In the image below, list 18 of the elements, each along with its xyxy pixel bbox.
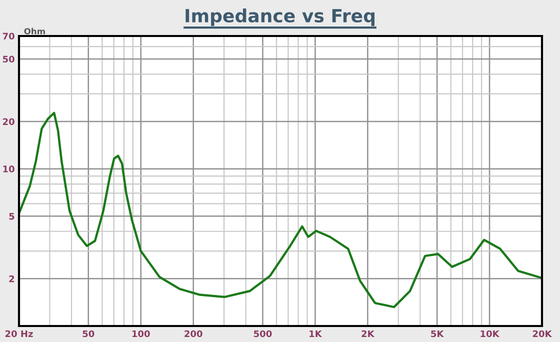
x-tick-label: 50: [82, 330, 94, 338]
y-axis-title: Ohm: [24, 28, 45, 34]
x-tick-label: 2K: [362, 330, 375, 338]
chart-title: Impedance vs Freq: [186, 8, 374, 26]
x-tick-label: 1K: [310, 330, 322, 338]
y-tick-label: 50: [2, 56, 14, 63]
y-tick-label: 70: [2, 32, 14, 40]
x-tick-label: 200: [184, 330, 202, 338]
y-tick-label: 20: [2, 118, 14, 126]
y-tick-label: 2: [9, 275, 14, 282]
y-tick-label: 10: [3, 166, 14, 172]
x-tick-label: 5K: [431, 330, 444, 338]
x-tick-label: 100: [132, 330, 150, 338]
x-tick-label: 500: [254, 330, 272, 338]
x-tick-label: 10K: [480, 330, 500, 338]
x-tick-label: 20 Hz: [5, 330, 33, 338]
y-tick-label: 5: [9, 212, 14, 220]
x-tick-label: 20K: [532, 330, 552, 338]
